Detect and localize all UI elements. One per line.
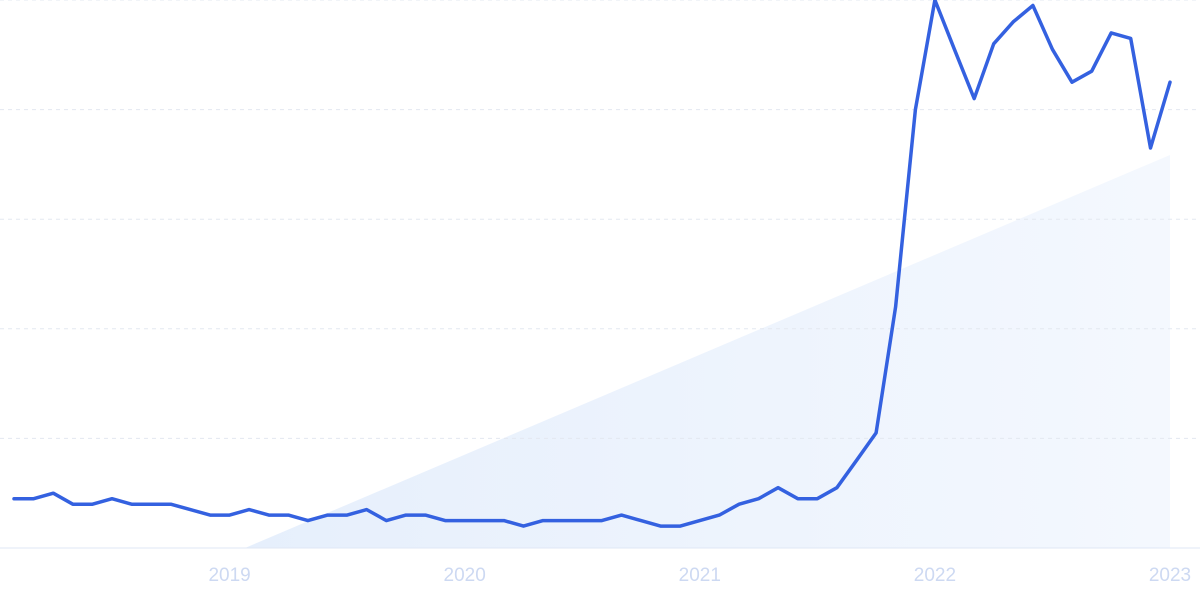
x-tick-label: 2022 <box>914 565 956 586</box>
x-tick-label: 2019 <box>208 565 250 586</box>
x-tick-label: 2023 <box>1149 565 1191 586</box>
x-tick-label: 2020 <box>444 565 486 586</box>
line-series <box>12 0 1172 528</box>
background-shape <box>245 155 1170 548</box>
x-tick-label: 2021 <box>679 565 721 586</box>
